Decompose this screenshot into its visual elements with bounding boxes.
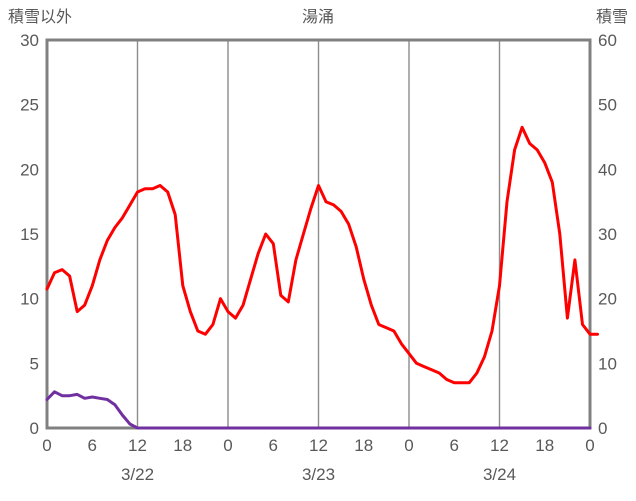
x-tick-label: 6 bbox=[269, 436, 278, 455]
right-tick-label: 60 bbox=[598, 31, 617, 50]
left-tick-label: 10 bbox=[20, 290, 39, 309]
left-tick-label: 25 bbox=[20, 96, 39, 115]
left-tick-label: 0 bbox=[30, 419, 39, 438]
x-tick-label: 0 bbox=[404, 436, 413, 455]
x-tick-label: 6 bbox=[450, 436, 459, 455]
date-label: 3/23 bbox=[302, 465, 335, 484]
left-tick-label: 15 bbox=[20, 225, 39, 244]
right-tick-label: 50 bbox=[598, 96, 617, 115]
series-sekisetsu-line bbox=[45, 125, 599, 385]
x-tick-label: 12 bbox=[128, 436, 147, 455]
x-tick-label: 18 bbox=[354, 436, 373, 455]
x-tick-label: 12 bbox=[309, 436, 328, 455]
series-sekisetsu-igai-line bbox=[45, 390, 592, 430]
right-tick-label: 10 bbox=[598, 354, 617, 373]
date-label: 3/22 bbox=[121, 465, 154, 484]
x-tick-label: 18 bbox=[173, 436, 192, 455]
left-axis-title: 積雪以外 bbox=[8, 9, 73, 26]
x-tick-label: 0 bbox=[585, 436, 594, 455]
left-tick-label: 20 bbox=[20, 160, 39, 179]
right-axis-title: 積雪 bbox=[595, 9, 628, 26]
right-tick-label: 30 bbox=[598, 225, 617, 244]
x-tick-label: 6 bbox=[88, 436, 97, 455]
right-tick-label: 20 bbox=[598, 290, 617, 309]
x-tick-label: 18 bbox=[535, 436, 554, 455]
chart-title: 湯涌 bbox=[301, 9, 334, 26]
x-tick-label: 0 bbox=[42, 436, 51, 455]
x-tick-label: 12 bbox=[490, 436, 509, 455]
right-tick-label: 0 bbox=[598, 419, 607, 438]
left-tick-label: 30 bbox=[20, 31, 39, 50]
date-label: 3/24 bbox=[483, 465, 516, 484]
chart-header: 積雪以外 湯涌 積雪 bbox=[0, 6, 636, 30]
x-tick-label: 0 bbox=[223, 436, 232, 455]
left-tick-label: 5 bbox=[30, 354, 39, 373]
right-tick-label: 40 bbox=[598, 160, 617, 179]
